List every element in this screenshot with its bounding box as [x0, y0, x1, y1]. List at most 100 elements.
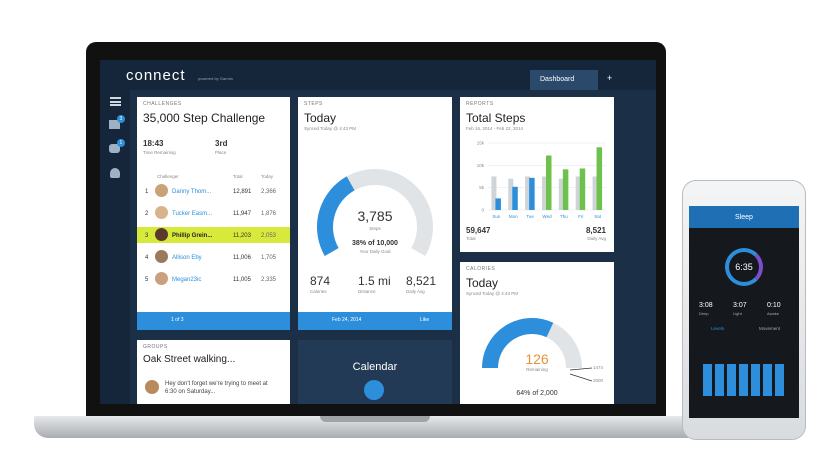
phone-title: Sleep [735, 214, 753, 221]
x-tick-label: Tue [526, 214, 534, 219]
pager[interactable]: 1 of 3 [171, 317, 184, 323]
stat-value: 0:10 [767, 302, 781, 309]
goal-bar [508, 178, 514, 210]
stat-label: Distance [358, 289, 376, 294]
column-header: Today [261, 174, 274, 179]
stat-label: Awake [767, 311, 779, 316]
tab[interactable] [530, 70, 598, 90]
avg: 8,521 [585, 226, 606, 235]
sleep-total: 6:35 [735, 262, 753, 272]
stat-label: Daily Avg [406, 289, 425, 294]
avatar [155, 184, 168, 197]
pager-bar [137, 312, 290, 330]
today: 2,366 [261, 189, 277, 195]
column-header: Challenger [157, 174, 179, 179]
sleep-ring [725, 248, 763, 286]
bar [512, 186, 518, 210]
menu-icon[interactable] [110, 97, 121, 106]
x-tick-label: Wed [542, 214, 552, 219]
today: 2,335 [261, 277, 277, 283]
laptop-base [34, 416, 722, 438]
add-tab[interactable]: + [607, 73, 613, 83]
avatar [155, 206, 168, 219]
today: 1,876 [261, 211, 277, 217]
profile-icon[interactable] [110, 168, 120, 178]
gauge-fill [482, 318, 554, 369]
calendar-card: Calendar [298, 340, 452, 404]
inbox-icon[interactable] [109, 120, 120, 129]
connections-icon[interactable] [109, 144, 120, 153]
calories-value: 126 [525, 351, 549, 367]
tab[interactable]: Movement [759, 326, 781, 331]
phone-header [689, 206, 799, 228]
goal-bar [525, 176, 531, 210]
total: 11,005 [233, 277, 251, 283]
x-tick-label: Mon [509, 214, 518, 219]
goal-text: 38% of 10,000 [352, 240, 398, 247]
menu-icon-mid [110, 100, 121, 103]
highlight [137, 227, 290, 243]
goal-label: Your Daily Goal [359, 249, 391, 254]
challenger[interactable]: Danny Thom... [172, 189, 212, 195]
stat-value: 8,521 [406, 274, 437, 288]
message: Hey don't forget we're trying to meet at… [165, 381, 268, 396]
challenger[interactable]: Allison Eby [172, 255, 202, 261]
date-bar [298, 312, 452, 330]
synced: Synced Today @ 4:43 PM [304, 126, 357, 131]
rank: 1 [145, 189, 149, 195]
x-tick-label: Fri [578, 214, 583, 219]
total: 11,947 [233, 211, 251, 217]
like[interactable]: Like [420, 317, 430, 323]
place-label: Place [215, 150, 227, 155]
card-heading: CALORIES [466, 266, 496, 272]
groups-card: GROUPS Oak Street walking... Hey don't f… [137, 340, 290, 404]
stat-value: 3:08 [699, 302, 713, 309]
tab-label[interactable]: Dashboard [540, 76, 575, 83]
challenges-card: CHALLENGES 35,000 Step Challenge 18:43 T… [137, 97, 290, 330]
calories-unit: Remaining [526, 367, 548, 372]
card-heading: CHALLENGES [143, 101, 182, 107]
steps-card: STEPS Today Synced Today @ 4:43 PM 3,785… [298, 97, 452, 330]
today: 2,053 [261, 233, 277, 239]
time-label: Time Remaining [143, 150, 176, 155]
avg-label: Daily Avg [587, 236, 606, 241]
stat-value: 1.5 mi [358, 274, 391, 288]
card-title: Today [304, 111, 337, 125]
gauge-mark: 2000 [593, 378, 604, 383]
stat-value: 3:07 [733, 302, 747, 309]
challenger[interactable]: Megan23ic [172, 277, 202, 283]
tab[interactable]: Levels [711, 326, 725, 331]
badge [117, 115, 125, 123]
total: 59,647 [466, 226, 491, 235]
bar [596, 147, 603, 210]
bar [562, 169, 569, 210]
sleep-bars [703, 364, 787, 396]
laptop-notch [320, 416, 430, 422]
x-tick-label: Thu [560, 214, 568, 219]
place: 3rd [215, 139, 228, 148]
calendar-icon[interactable] [364, 380, 384, 400]
rank: 2 [145, 211, 149, 217]
calories-card: CALORIES Today Synced Today @ 4:43 PM 12… [460, 262, 614, 404]
goal-bar [592, 176, 598, 210]
challenger[interactable]: Phillip Grein... [172, 233, 213, 239]
card-title: Today [466, 276, 499, 290]
stat-label: Light [733, 311, 742, 316]
y-tick-label: 15k [477, 141, 485, 146]
avatar [145, 380, 159, 394]
stat-value: 874 [310, 274, 331, 288]
card-heading: REPORTS [466, 101, 494, 107]
goal-bar [491, 176, 497, 210]
pointer [569, 367, 593, 371]
y-tick-label: 10k [477, 163, 485, 168]
bar [579, 168, 586, 210]
reports-card: REPORTS Total Steps Feb 16, 2014 - Feb 2… [460, 97, 614, 252]
bar [529, 177, 535, 210]
badge-label: 3 [119, 116, 123, 122]
stat-label: Calories [310, 289, 327, 294]
card-title: Oak Street walking... [143, 354, 236, 365]
challenger[interactable]: Tucker Easm... [172, 211, 213, 217]
bar-chart: 0 5k 10k 15k Sun Mon Tue Wed Thu Fri Sat [477, 141, 606, 219]
stat-label: Deep [699, 311, 709, 316]
